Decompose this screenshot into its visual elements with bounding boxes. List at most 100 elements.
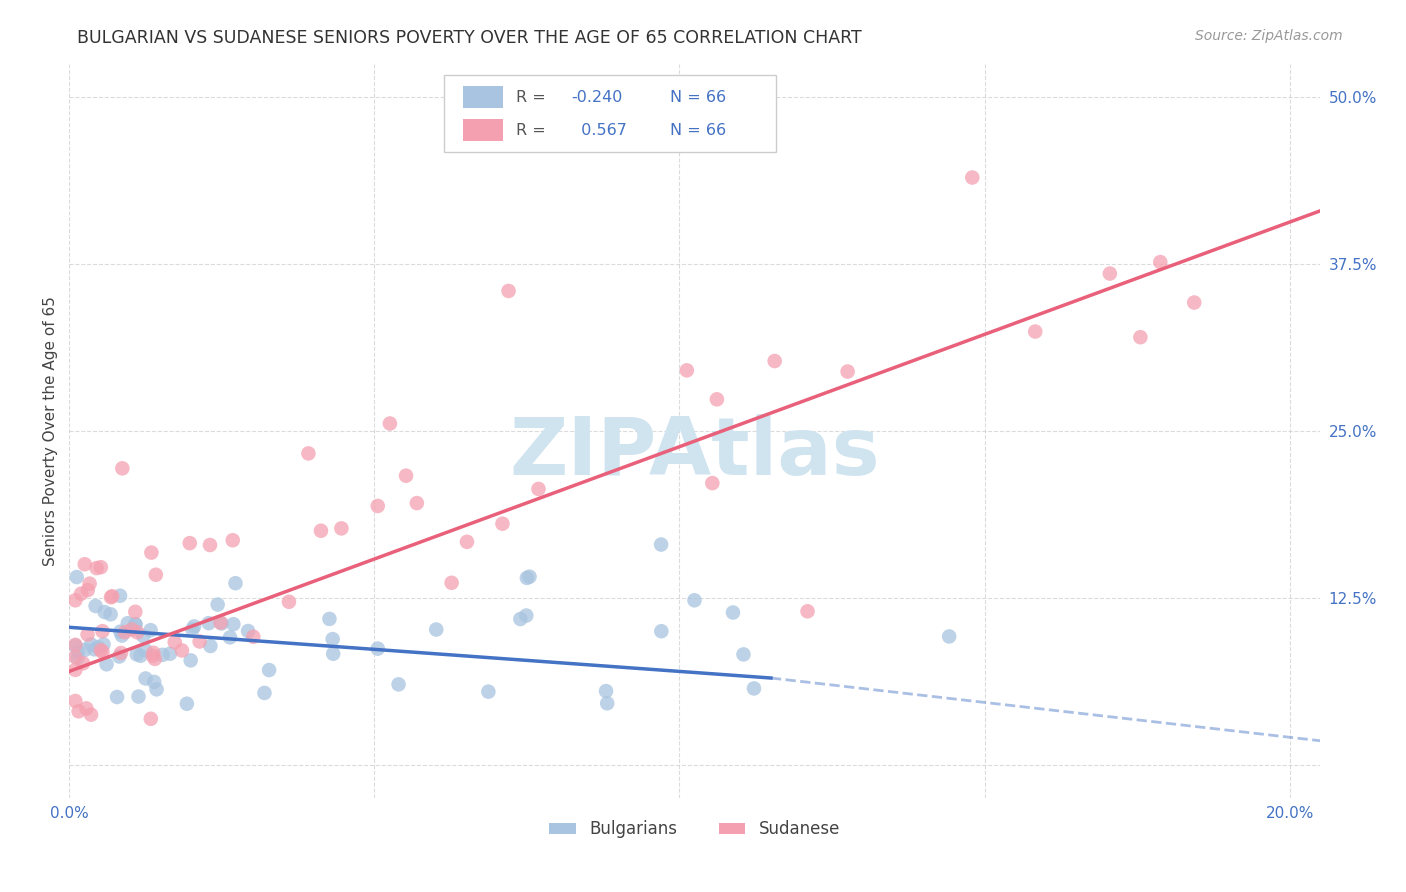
Point bbox=[378, 417, 401, 431]
Point bbox=[683, 593, 706, 607]
Point bbox=[837, 365, 859, 379]
Point bbox=[93, 637, 115, 651]
Point bbox=[222, 533, 245, 548]
Point bbox=[143, 674, 166, 689]
Point bbox=[387, 677, 409, 691]
Point bbox=[318, 612, 340, 626]
Point bbox=[742, 681, 765, 696]
Point bbox=[322, 647, 344, 661]
Point bbox=[180, 653, 202, 667]
Text: ZIPAtlas: ZIPAtlas bbox=[509, 414, 880, 492]
Point bbox=[76, 627, 98, 641]
Point bbox=[66, 645, 89, 659]
Point bbox=[65, 694, 87, 708]
Point bbox=[962, 170, 984, 185]
Text: N = 66: N = 66 bbox=[669, 122, 725, 137]
FancyBboxPatch shape bbox=[463, 120, 503, 141]
Point bbox=[93, 605, 115, 619]
Point bbox=[83, 642, 105, 657]
Point bbox=[124, 617, 146, 632]
Point bbox=[200, 639, 222, 653]
Point bbox=[209, 615, 232, 630]
Point bbox=[395, 468, 418, 483]
Point bbox=[139, 712, 162, 726]
Point bbox=[152, 648, 174, 662]
Legend: Bulgarians, Sudanese: Bulgarians, Sudanese bbox=[543, 814, 846, 845]
Point bbox=[96, 657, 118, 672]
Point bbox=[111, 629, 134, 643]
Point bbox=[297, 446, 319, 460]
Point bbox=[66, 570, 89, 584]
Point bbox=[110, 624, 132, 639]
Point bbox=[108, 649, 131, 664]
Point bbox=[1182, 295, 1205, 310]
Point bbox=[129, 648, 152, 663]
FancyBboxPatch shape bbox=[463, 87, 503, 108]
Point bbox=[117, 616, 139, 631]
Point bbox=[367, 641, 389, 656]
Point bbox=[70, 587, 93, 601]
Point bbox=[134, 643, 156, 657]
Point bbox=[278, 595, 301, 609]
Point bbox=[100, 607, 122, 622]
Point bbox=[181, 623, 204, 637]
Point bbox=[440, 575, 463, 590]
Point bbox=[110, 646, 132, 660]
Point bbox=[367, 499, 389, 513]
Point bbox=[188, 634, 211, 648]
Text: -0.240: -0.240 bbox=[571, 89, 623, 104]
Point bbox=[183, 619, 205, 633]
Text: R =: R = bbox=[516, 122, 551, 137]
Point bbox=[650, 624, 672, 639]
Point bbox=[111, 461, 134, 475]
Point bbox=[721, 606, 744, 620]
Point bbox=[938, 630, 960, 644]
Point bbox=[253, 686, 276, 700]
Text: 0.567: 0.567 bbox=[571, 122, 627, 137]
Point bbox=[763, 354, 786, 368]
Point bbox=[527, 482, 550, 496]
Point bbox=[456, 534, 478, 549]
Point bbox=[159, 647, 181, 661]
Point bbox=[73, 558, 96, 572]
Point bbox=[1024, 325, 1046, 339]
Point bbox=[224, 576, 246, 591]
Point bbox=[733, 648, 755, 662]
Point bbox=[65, 593, 87, 607]
Point bbox=[121, 623, 143, 637]
Point bbox=[141, 545, 163, 559]
Point bbox=[330, 521, 353, 535]
Point bbox=[675, 363, 697, 377]
Point bbox=[65, 649, 87, 664]
Point bbox=[242, 630, 264, 644]
Point bbox=[91, 624, 114, 639]
Point bbox=[519, 570, 541, 584]
Point bbox=[596, 696, 619, 710]
Point bbox=[170, 643, 193, 657]
Point bbox=[86, 561, 108, 575]
Point bbox=[1149, 255, 1171, 269]
Point bbox=[491, 516, 513, 531]
Point bbox=[706, 392, 728, 407]
Text: R =: R = bbox=[516, 89, 551, 104]
Point bbox=[105, 690, 128, 704]
Point bbox=[66, 651, 89, 665]
Point bbox=[65, 638, 87, 652]
Text: N = 66: N = 66 bbox=[669, 89, 725, 104]
Point bbox=[124, 605, 146, 619]
Point bbox=[80, 637, 103, 651]
Point bbox=[90, 560, 112, 574]
Point bbox=[322, 632, 344, 646]
Point bbox=[128, 690, 150, 704]
Point bbox=[477, 684, 499, 698]
Point bbox=[124, 617, 146, 632]
Point bbox=[101, 589, 124, 603]
Text: Source: ZipAtlas.com: Source: ZipAtlas.com bbox=[1195, 29, 1343, 43]
Point bbox=[498, 284, 520, 298]
Point bbox=[309, 524, 332, 538]
Point bbox=[515, 608, 537, 623]
Point bbox=[139, 623, 162, 637]
Point bbox=[73, 643, 96, 657]
Point bbox=[80, 707, 103, 722]
Point bbox=[114, 625, 136, 640]
